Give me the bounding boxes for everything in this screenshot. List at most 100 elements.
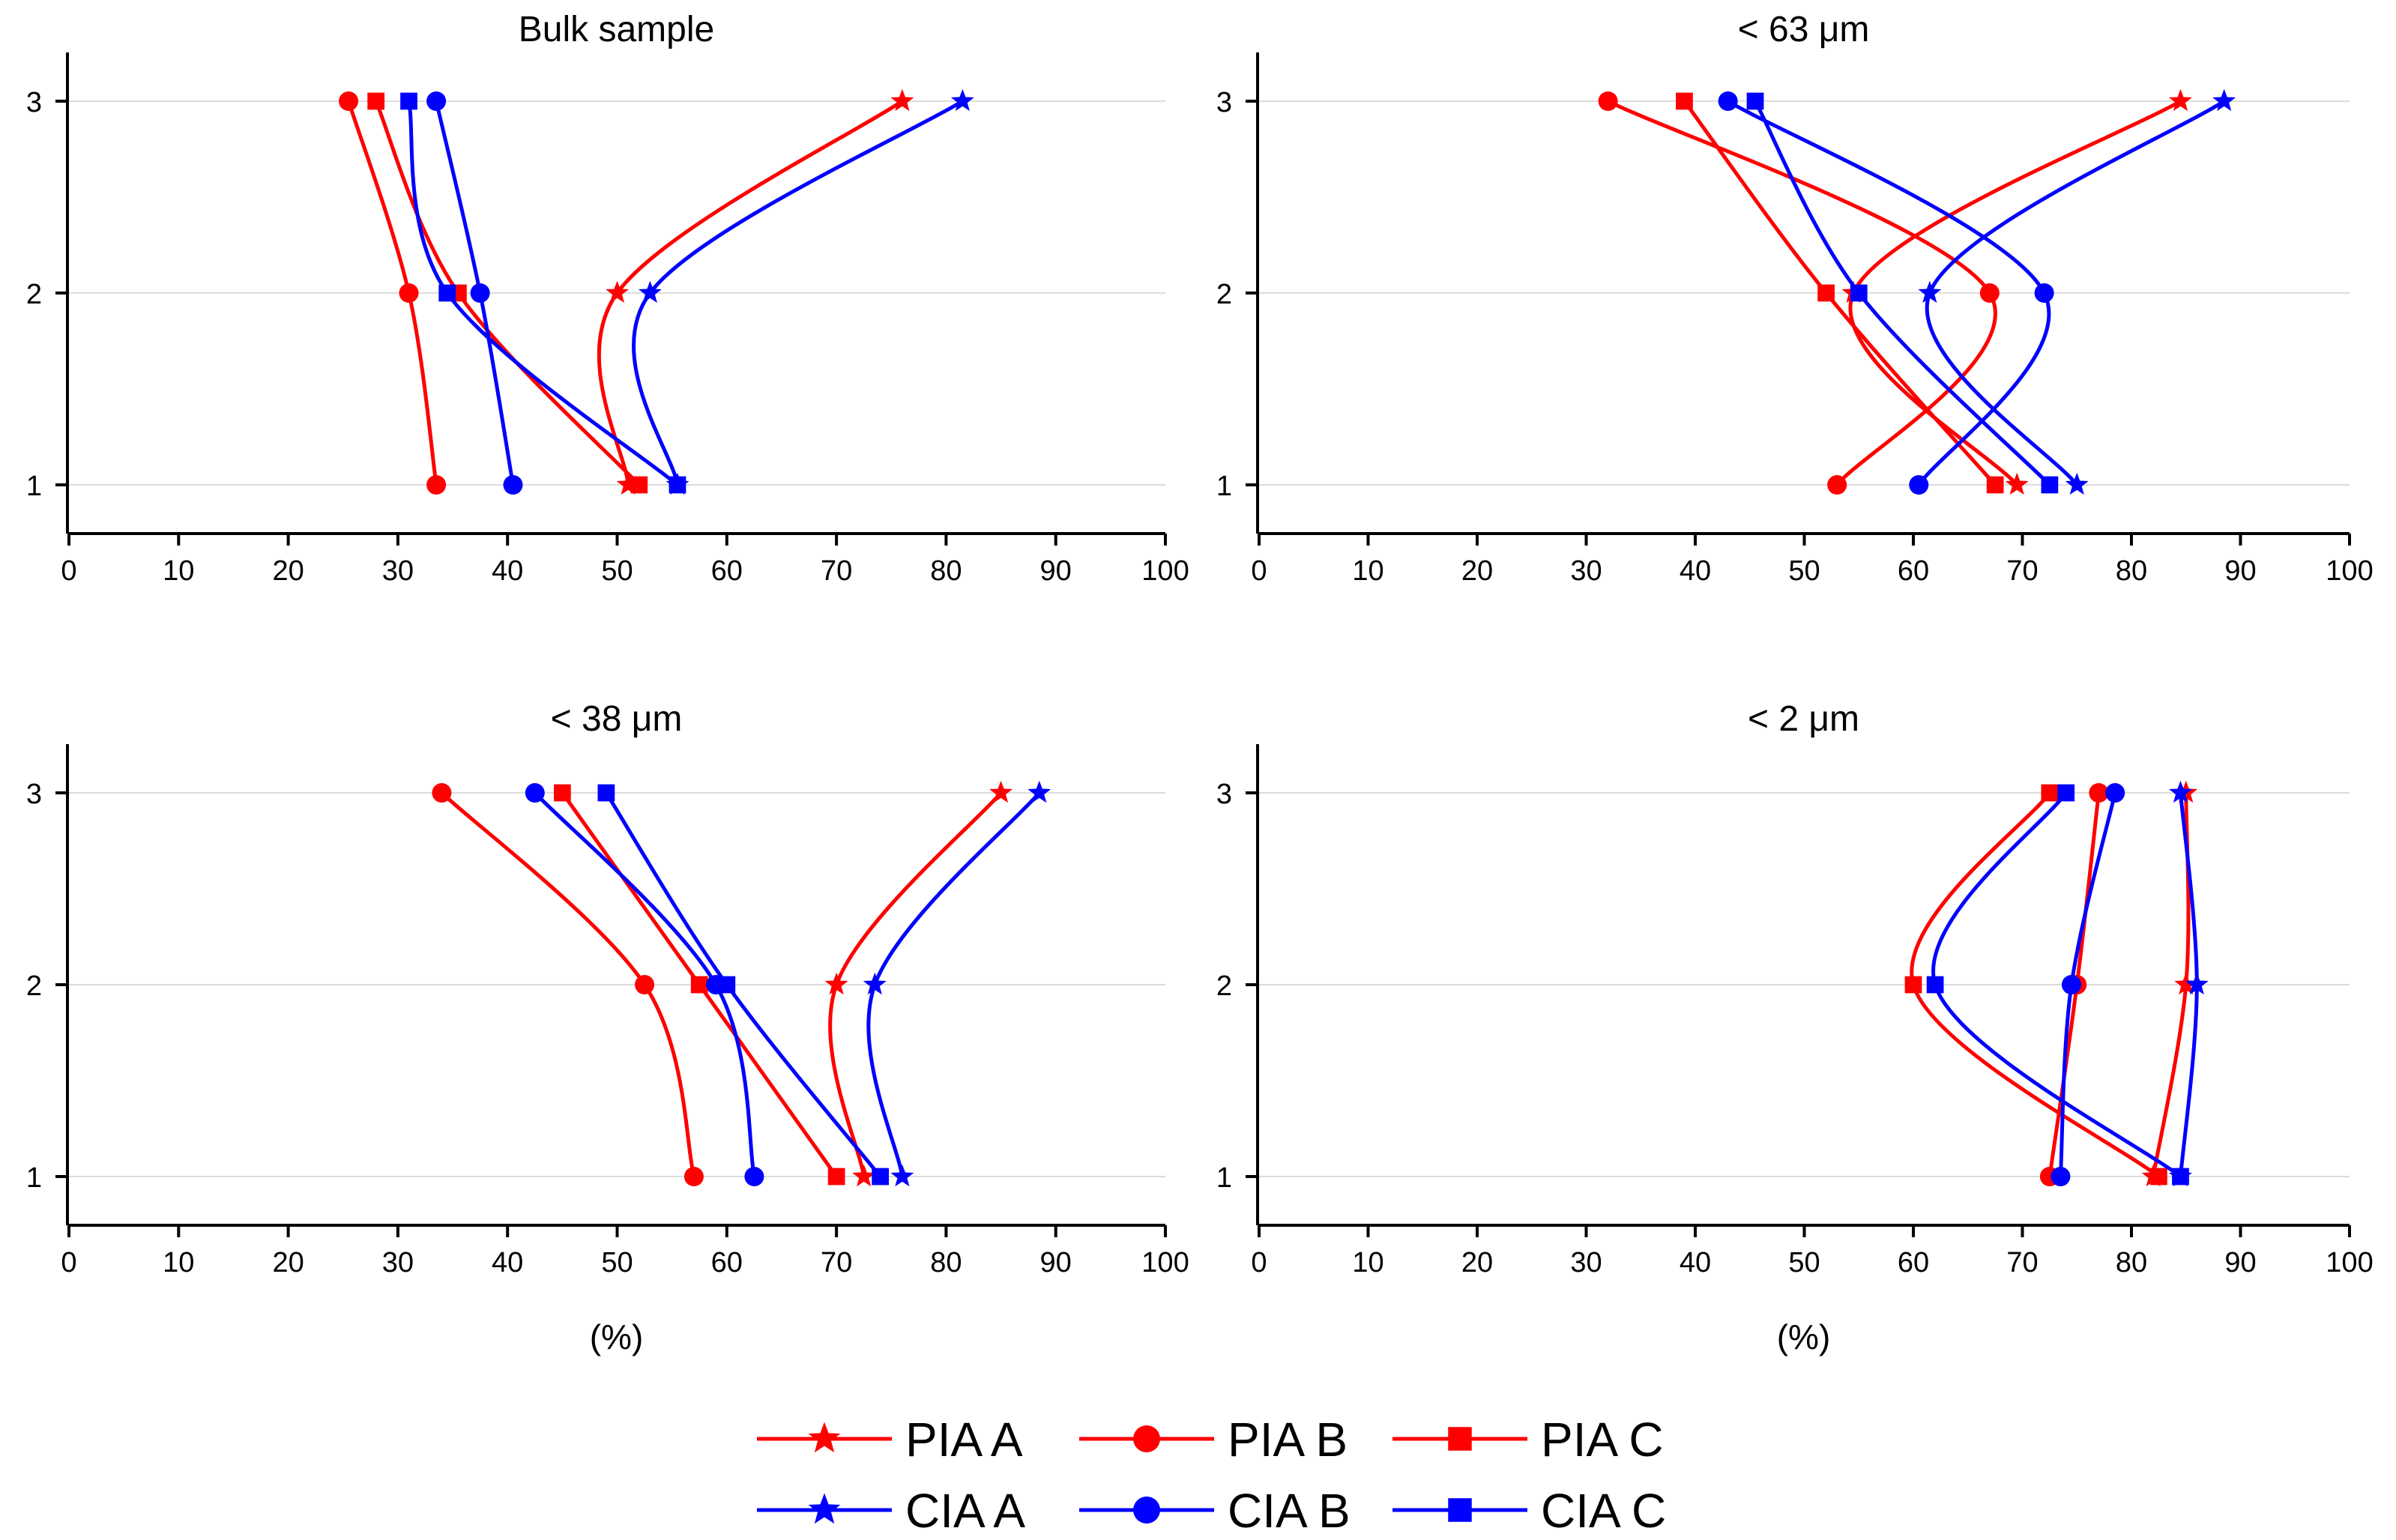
data-point-pia-b-3	[432, 783, 452, 803]
data-point-cia-c-1	[872, 1168, 889, 1186]
data-point-pia-c-1	[630, 476, 648, 494]
x-tick-label: 50	[1788, 555, 1820, 587]
data-point-pia-a-1	[852, 1164, 876, 1187]
data-point-pia-c-3	[553, 784, 571, 802]
legend-label: PIA C	[1541, 1413, 1664, 1467]
data-point-cia-a-3	[950, 88, 974, 112]
y-tick-label: 1	[26, 471, 42, 502]
x-tick-label: 10	[1352, 1247, 1383, 1278]
x-tick-label: 0	[1251, 555, 1267, 587]
legend-marker-circle	[1133, 1425, 1160, 1452]
legend: PIA A PIA B PIA C CIA A CIA B CIA C	[757, 1413, 1666, 1538]
x-tick-label: 80	[2116, 1247, 2147, 1278]
data-point-cia-a-2	[2185, 972, 2209, 995]
data-point-pia-c-3	[1676, 92, 1693, 110]
x-axis-label: (%)	[590, 1317, 644, 1356]
y-tick-label: 3	[1216, 779, 1232, 810]
data-point-cia-b-1	[2051, 1167, 2071, 1186]
series-pia-c	[1676, 92, 2004, 494]
panel-title: < 2 μm	[1748, 699, 1859, 739]
x-tick-label: 100	[2326, 1247, 2373, 1278]
x-tick-label: 60	[711, 1247, 743, 1278]
series-cia-c	[1746, 92, 2059, 494]
x-tick-label: 30	[1570, 1247, 1602, 1278]
series-pia-c	[1904, 784, 2167, 1186]
series-cia-b	[1718, 91, 2054, 495]
series-cia-a	[1918, 88, 2236, 495]
x-tick-label: 30	[1570, 555, 1602, 587]
data-point-cia-c-1	[2172, 1168, 2189, 1186]
x-tick-label: 10	[1352, 555, 1383, 587]
data-point-cia-b-1	[744, 1167, 764, 1186]
y-tick-label: 2	[26, 279, 42, 310]
legend-entry-pia-c: PIA C	[1392, 1413, 1664, 1467]
data-point-pia-a-1	[616, 472, 640, 495]
data-point-cia-a-3	[2212, 88, 2236, 112]
series-line-pia-a	[597, 99, 904, 486]
legend-entry-pia-b: PIA B	[1079, 1413, 1348, 1467]
y-tick-label: 3	[26, 87, 42, 118]
legend-entry-cia-c: CIA C	[1392, 1484, 1666, 1538]
legend-marker-square	[1448, 1498, 1472, 1522]
x-tick-label: 0	[61, 1247, 76, 1278]
x-tick-label: 40	[492, 1247, 523, 1278]
x-tick-label: 40	[1680, 1247, 1711, 1278]
data-point-cia-c-2	[438, 284, 456, 302]
data-point-cia-a-1	[2065, 472, 2089, 495]
data-point-cia-a-3	[2169, 780, 2192, 803]
legend-marker-circle	[1133, 1497, 1160, 1524]
x-tick-label: 0	[61, 555, 76, 587]
data-point-pia-a-2	[2174, 972, 2198, 995]
series-cia-c	[597, 784, 889, 1186]
data-point-pia-b-3	[339, 91, 359, 111]
legend-marker-star	[808, 1493, 841, 1524]
data-point-pia-c-3	[2041, 784, 2059, 802]
data-point-pia-b-1	[1827, 475, 1847, 495]
x-tick-label: 80	[2116, 555, 2147, 587]
series-pia-a	[824, 780, 1013, 1187]
x-tick-label: 30	[382, 1247, 414, 1278]
x-tick-label: 20	[1461, 1247, 1493, 1278]
x-tick-label: 20	[272, 555, 304, 587]
data-point-cia-a-1	[890, 1164, 914, 1187]
x-tick-label: 30	[382, 555, 414, 587]
series-pia-b	[432, 783, 704, 1186]
panel-2: < 63 μm 0 10 20 30 40 50 60 70 80 90 100 1 2 3	[1216, 10, 2374, 587]
series-line-cia-c	[407, 100, 679, 486]
legend-entry-pia-a: PIA A	[757, 1413, 1023, 1467]
x-tick-label: 60	[1898, 1247, 1929, 1278]
series-cia-c	[1926, 784, 2189, 1186]
legend-marker-square	[1448, 1427, 1472, 1451]
data-point-cia-c-2	[718, 976, 736, 994]
y-tick-label: 1	[26, 1162, 42, 1194]
data-point-pia-c-1	[1986, 476, 2004, 494]
x-tick-label: 70	[2006, 1247, 2038, 1278]
x-tick-label: 100	[1141, 555, 1189, 587]
series-pia-c	[553, 784, 845, 1186]
panel-1: Bulk sample 0 10 20 30 40 50 60 70 80 90 100 1 2 3	[26, 10, 1189, 587]
x-tick-label: 0	[1251, 1247, 1267, 1278]
x-tick-label: 80	[930, 555, 962, 587]
data-point-pia-b-3	[2089, 783, 2109, 803]
data-point-pia-b-2	[635, 975, 655, 994]
data-point-cia-c-1	[669, 476, 686, 494]
panel-3: < 38 μm 0 10 20 30 40 50 60 70 80 90 100 1 2 3 (%)	[26, 699, 1189, 1356]
legend-label: CIA A	[905, 1484, 1025, 1538]
x-tick-label: 100	[2326, 555, 2373, 587]
data-point-cia-a-3	[1027, 780, 1051, 803]
y-tick-label: 2	[26, 970, 42, 1002]
data-point-cia-a-2	[863, 972, 887, 995]
x-tick-label: 90	[2224, 555, 2256, 587]
data-point-cia-c-3	[400, 92, 417, 110]
series-cia-a	[632, 88, 974, 495]
data-point-pia-c-3	[367, 92, 385, 110]
data-point-cia-b-2	[2034, 283, 2054, 303]
data-point-cia-c-2	[1926, 976, 1944, 994]
data-point-cia-b-1	[1909, 475, 1929, 495]
x-tick-label: 70	[821, 555, 852, 587]
data-point-pia-c-1	[827, 1168, 845, 1186]
x-tick-label: 40	[1680, 555, 1711, 587]
data-point-pia-a-3	[2169, 88, 2192, 112]
x-tick-label: 90	[2224, 1247, 2256, 1278]
